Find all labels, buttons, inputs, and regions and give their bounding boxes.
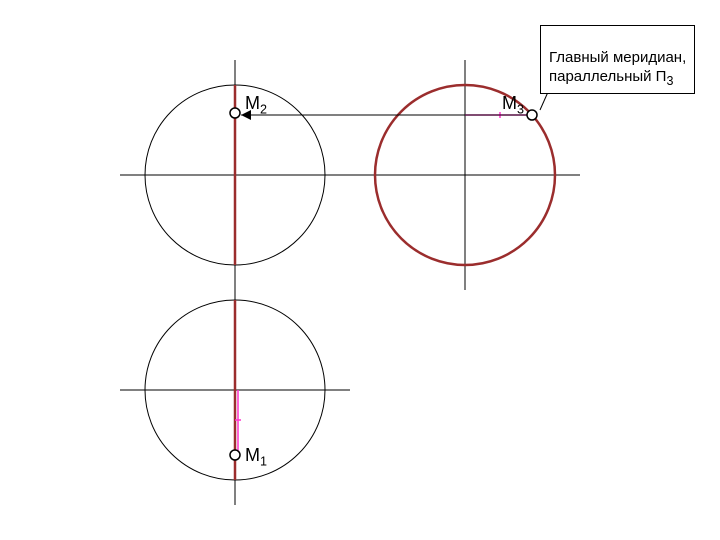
label-M1: M1 bbox=[245, 445, 267, 469]
point-M3 bbox=[527, 110, 537, 120]
callout-box: Главный меридиан, параллельный П3 bbox=[540, 25, 695, 94]
point-M2 bbox=[230, 108, 240, 118]
callout-sub: 3 bbox=[666, 74, 673, 88]
point-M1 bbox=[230, 450, 240, 460]
label-M3-sub: 3 bbox=[517, 103, 524, 117]
label-M2: M2 bbox=[245, 93, 267, 117]
label-M1-sub: 1 bbox=[260, 455, 267, 469]
label-M2-base: M bbox=[245, 93, 260, 113]
label-M2-sub: 2 bbox=[260, 103, 267, 117]
label-M3-base: M bbox=[502, 93, 517, 113]
label-M1-base: M bbox=[245, 445, 260, 465]
label-M3: M3 bbox=[502, 93, 524, 117]
